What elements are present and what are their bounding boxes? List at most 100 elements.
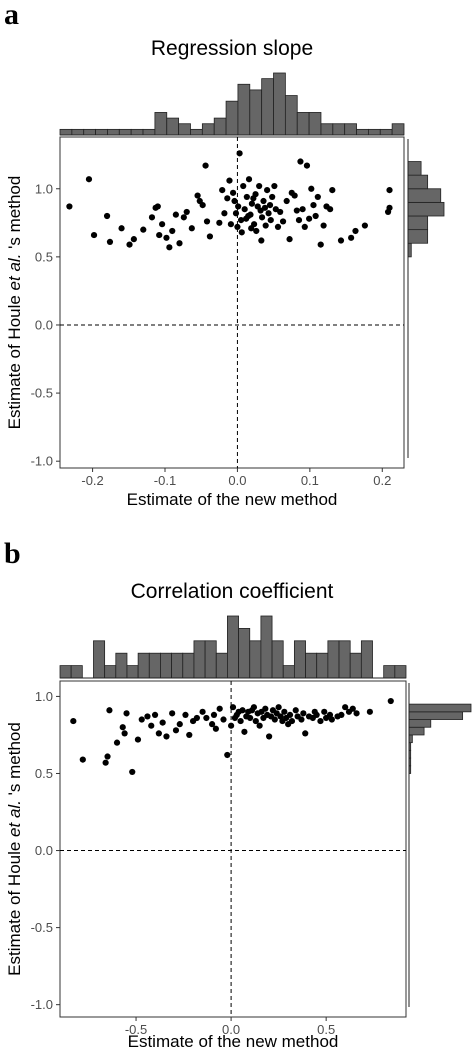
top-histogram-bar (171, 652, 184, 679)
data-point (342, 704, 349, 711)
top-histogram-bar (305, 652, 318, 679)
data-point (103, 212, 111, 220)
data-point (148, 722, 155, 729)
right-histogram-bar (407, 174, 429, 190)
top-histogram-bar (273, 72, 286, 136)
data-point (271, 182, 278, 190)
data-point (169, 710, 176, 717)
data-point (176, 240, 183, 247)
top-histogram-bar (83, 128, 96, 136)
data-point (302, 730, 309, 737)
data-point (216, 219, 223, 226)
top-histogram-bar (296, 112, 310, 136)
data-point (235, 708, 242, 715)
top-histogram-bar (282, 665, 295, 679)
data-point (224, 195, 231, 202)
data-point (253, 227, 260, 235)
data-point (237, 216, 245, 224)
data-point (119, 724, 126, 731)
data-point (320, 222, 327, 229)
data-point (106, 707, 113, 714)
data-point (353, 710, 360, 717)
data-point (286, 711, 294, 719)
data-point (229, 189, 237, 196)
data-point (154, 203, 161, 210)
data-point (138, 716, 145, 723)
x-tick-label: 0.1 (301, 473, 319, 488)
data-point (317, 717, 324, 725)
right-histogram-bar (408, 726, 425, 736)
top-histogram-bar (237, 83, 251, 136)
top-histogram-bar (148, 652, 161, 679)
plot-frame (59, 680, 407, 1018)
data-point (247, 211, 254, 218)
x-axis-label: Estimate of the new method (128, 1032, 339, 1050)
y-tick-label: -0.5 (31, 920, 53, 935)
data-point (279, 717, 286, 725)
data-point (118, 225, 125, 232)
panel-a-regression-slope: Regression slope -0.2 -0.1 0.0 0.1 0.2 -1.0 -0.… (5, 37, 445, 509)
data-point (203, 714, 210, 722)
data-point (327, 206, 334, 213)
data-point (159, 719, 166, 726)
data-point (308, 185, 315, 192)
data-point (266, 733, 273, 740)
y-tick-label: 0.5 (35, 766, 53, 781)
data-point (248, 200, 256, 207)
scatter-points (66, 150, 393, 251)
data-point (283, 197, 290, 205)
top-histogram-bar (166, 117, 180, 136)
top-histogram-bar (227, 615, 239, 679)
x-axis-label: Estimate of the new method (127, 490, 338, 509)
x-tick-label: -0.1 (154, 473, 176, 488)
y-axis-label-part: 's method (5, 722, 24, 800)
x-tick-label: -0.2 (81, 473, 103, 488)
data-point (163, 234, 170, 241)
top-histogram-bar (356, 128, 369, 136)
top-histogram-bar (383, 665, 396, 679)
data-point (247, 714, 254, 722)
data-point (264, 187, 271, 194)
data-point (166, 244, 173, 251)
top-histogram-bar (215, 652, 228, 679)
right-histogram-bar (407, 229, 429, 244)
data-point (229, 704, 237, 711)
data-point (180, 214, 187, 221)
top-histogram-bar (130, 128, 144, 136)
data-point (241, 728, 248, 735)
top-histogram-bar (271, 640, 284, 679)
data-point (241, 206, 248, 213)
y-axis-label-part: Estimate of Houle (5, 290, 24, 429)
chart-title: Correlation coefficient (131, 580, 334, 603)
data-point (243, 193, 250, 201)
data-point (265, 210, 272, 217)
y-tick-label: 0.5 (35, 249, 53, 264)
data-point (337, 237, 345, 244)
data-point (212, 725, 219, 732)
data-point (297, 158, 304, 165)
data-point (159, 221, 166, 228)
data-point (234, 223, 241, 230)
panel-letter-b: b (4, 537, 21, 570)
top-histogram-bar (182, 652, 195, 679)
data-point (288, 717, 296, 725)
scatter-points (70, 697, 394, 776)
data-point (130, 236, 137, 243)
data-point (224, 751, 231, 759)
data-point (203, 218, 211, 225)
data-point (144, 713, 151, 720)
data-point (188, 225, 195, 232)
data-point (238, 229, 245, 236)
data-point (269, 193, 276, 201)
top-histogram-bar (394, 665, 407, 679)
top-histogram-bar (107, 128, 120, 136)
top-histogram-bar (368, 128, 381, 136)
top-histogram-bar (316, 652, 329, 679)
top-histogram-bar (160, 652, 173, 679)
data-point (281, 708, 288, 715)
top-histogram-bar (344, 123, 357, 136)
top-histogram-bar (332, 123, 346, 136)
top-histogram-bar (115, 652, 128, 679)
data-point (236, 150, 243, 157)
top-histogram-bar (225, 100, 239, 136)
